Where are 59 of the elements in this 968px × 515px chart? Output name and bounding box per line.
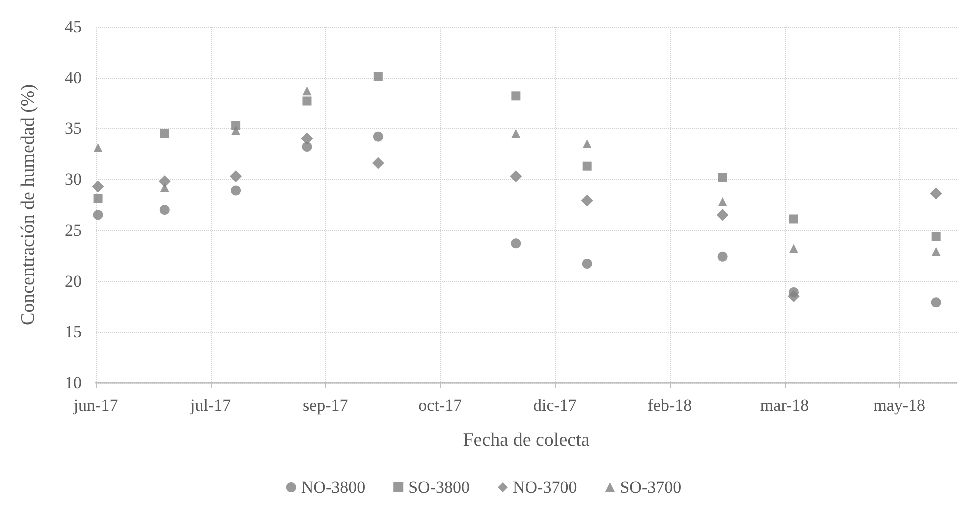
point <box>94 144 103 153</box>
y-tick-label: 45 <box>65 18 82 36</box>
point <box>788 290 800 303</box>
x-axis-title: Fecha de colecta <box>463 430 590 451</box>
point <box>716 209 729 222</box>
point <box>374 72 383 82</box>
point <box>510 170 522 183</box>
point <box>232 121 241 130</box>
point <box>718 252 728 262</box>
point <box>92 180 104 193</box>
point <box>581 194 594 207</box>
x-tick-label: dic-17 <box>533 396 578 415</box>
legend-label: SO-3700 <box>620 478 682 497</box>
y-tick-label: 35 <box>65 119 82 138</box>
point <box>718 173 728 182</box>
point <box>932 247 941 256</box>
y-tick-label: 10 <box>65 374 82 392</box>
x-tick-label: may-18 <box>874 396 926 415</box>
point <box>160 129 170 138</box>
x-tick-label: feb-18 <box>648 396 692 415</box>
x-tick-label: sep-17 <box>302 396 349 415</box>
y-tick-label: 15 <box>65 322 82 342</box>
point <box>582 139 592 148</box>
point <box>582 162 592 171</box>
point <box>232 126 241 136</box>
x-tick-label: jul-17 <box>189 396 232 415</box>
point <box>372 157 384 170</box>
point <box>789 214 798 224</box>
point <box>230 170 242 183</box>
y-tick-label: 40 <box>65 68 82 88</box>
y-axis-title: Concentración de humedad (%) <box>18 84 39 326</box>
x-tick-label: jun-17 <box>72 396 119 415</box>
point <box>301 132 314 145</box>
y-tick-label: 30 <box>65 170 82 190</box>
point <box>512 129 521 138</box>
point <box>93 210 104 220</box>
legend-label: NO-3800 <box>301 478 366 497</box>
x-tick-label: mar-18 <box>760 396 810 415</box>
point <box>160 183 170 192</box>
point <box>160 205 170 216</box>
legend-label: NO-3700 <box>513 478 578 497</box>
x-tick-label: oct-17 <box>418 396 463 415</box>
point <box>231 186 242 196</box>
point <box>718 197 728 206</box>
y-tick-label: 25 <box>65 220 82 240</box>
point <box>932 232 941 242</box>
point <box>789 244 798 254</box>
point <box>94 194 103 204</box>
point <box>582 258 592 269</box>
point <box>302 96 312 106</box>
point <box>373 132 384 142</box>
legend-label: SO-3800 <box>408 478 470 497</box>
point <box>930 188 942 200</box>
point <box>511 238 522 249</box>
point <box>931 298 942 308</box>
y-tick-label: 20 <box>65 272 82 291</box>
point <box>512 92 521 101</box>
point <box>302 86 312 96</box>
point <box>158 176 171 188</box>
